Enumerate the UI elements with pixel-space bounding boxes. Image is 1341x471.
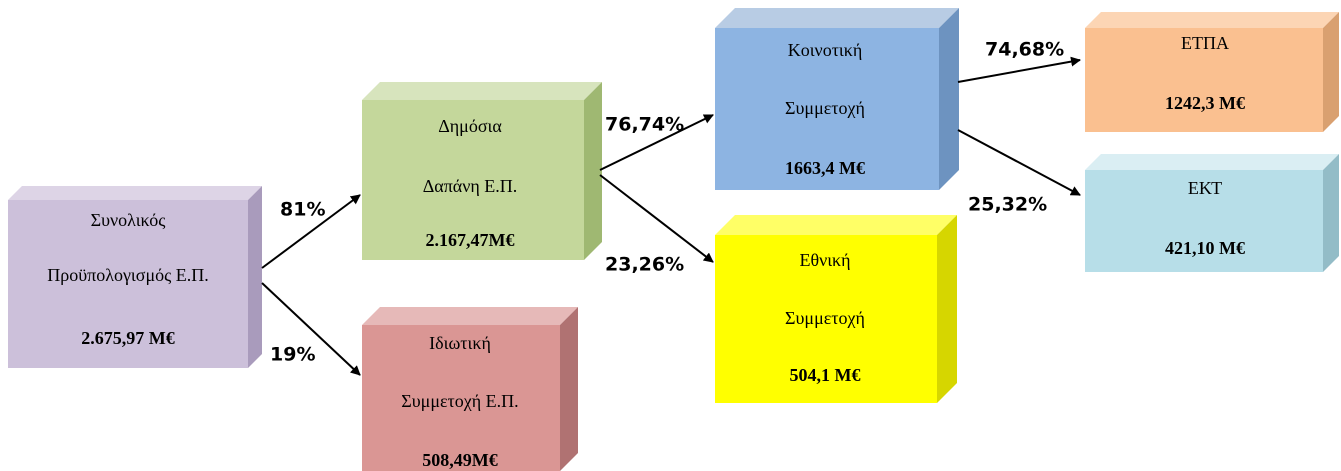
node-label: 508,49Μ€ xyxy=(422,450,498,470)
arrow xyxy=(599,174,714,263)
node-label: Ιδιωτική xyxy=(429,333,491,353)
node-box: Δημόσια Δαπάνη Ε.Π. 2.167,47Μ€ xyxy=(362,82,602,260)
arrow xyxy=(599,114,714,171)
node-label: Δαπάνη Ε.Π. xyxy=(423,176,518,196)
node-label: Συμμετοχή xyxy=(785,308,865,328)
box-front xyxy=(715,28,939,190)
box-side xyxy=(1323,154,1339,272)
node-label: 421,10 Μ€ xyxy=(1165,238,1245,258)
box-front xyxy=(1085,28,1323,132)
box-front xyxy=(8,200,248,368)
node-label: 2.675,97 Μ€ xyxy=(81,328,175,348)
node-box: ΕΤΠΑ 1242,3 Μ€ xyxy=(1085,12,1339,132)
box-side xyxy=(937,215,957,403)
edge-label: 23,26% xyxy=(605,254,684,276)
box-side xyxy=(560,307,578,471)
edge-label: 81% xyxy=(280,199,325,221)
node-box: Κοινοτική Συμμετοχή 1663,4 Μ€ xyxy=(715,8,959,190)
box-front xyxy=(715,235,937,403)
box-top xyxy=(715,8,959,28)
edge-label: 19% xyxy=(270,344,315,366)
box-front xyxy=(1085,170,1323,272)
edge-label: 25,32% xyxy=(968,194,1047,216)
box-side xyxy=(248,186,262,368)
box-top xyxy=(1085,12,1339,28)
box-front xyxy=(362,100,584,260)
arrow xyxy=(261,282,361,376)
node-label: 2.167,47Μ€ xyxy=(426,230,515,250)
box-top xyxy=(715,215,957,235)
node-label: Συμμετοχή Ε.Π. xyxy=(401,391,518,411)
node-label: 1663,4 Μ€ xyxy=(785,158,865,178)
edge-label: 74,68% xyxy=(985,39,1064,61)
node-label: Συμμετοχή xyxy=(785,98,865,118)
box-top xyxy=(362,307,578,325)
node-label: Εθνική xyxy=(799,250,850,270)
box-front xyxy=(362,325,560,471)
box-top xyxy=(1085,154,1339,170)
node-box: Εθνική Συμμετοχή 504,1 Μ€ xyxy=(715,215,957,403)
node-label: Συνολικός xyxy=(91,210,166,230)
node-box: Ιδιωτική Συμμετοχή Ε.Π. 508,49Μ€ xyxy=(362,307,578,471)
node-label: Κοινοτική xyxy=(788,40,863,60)
node-label: Δημόσια xyxy=(438,116,502,136)
node-label: 504,1 Μ€ xyxy=(790,365,861,385)
arrow xyxy=(957,56,1081,83)
arrow xyxy=(261,194,361,269)
node-label: ΕΚΤ xyxy=(1188,178,1222,198)
arrow xyxy=(957,129,1081,196)
node-box: ΕΚΤ 421,10 Μ€ xyxy=(1085,154,1339,272)
node-label: 1242,3 Μ€ xyxy=(1165,93,1245,113)
box-top xyxy=(8,186,262,200)
node-box: Συνολικός Προϋπολογισμός Ε.Π. 2.675,97 Μ€ xyxy=(8,186,262,368)
node-label: Προϋπολογισμός Ε.Π. xyxy=(47,265,208,285)
box-top xyxy=(362,82,602,100)
box-side xyxy=(1323,12,1339,132)
node-label: ΕΤΠΑ xyxy=(1181,33,1229,53)
box-side xyxy=(584,82,602,260)
edge-label: 76,74% xyxy=(605,114,684,136)
box-side xyxy=(939,8,959,190)
